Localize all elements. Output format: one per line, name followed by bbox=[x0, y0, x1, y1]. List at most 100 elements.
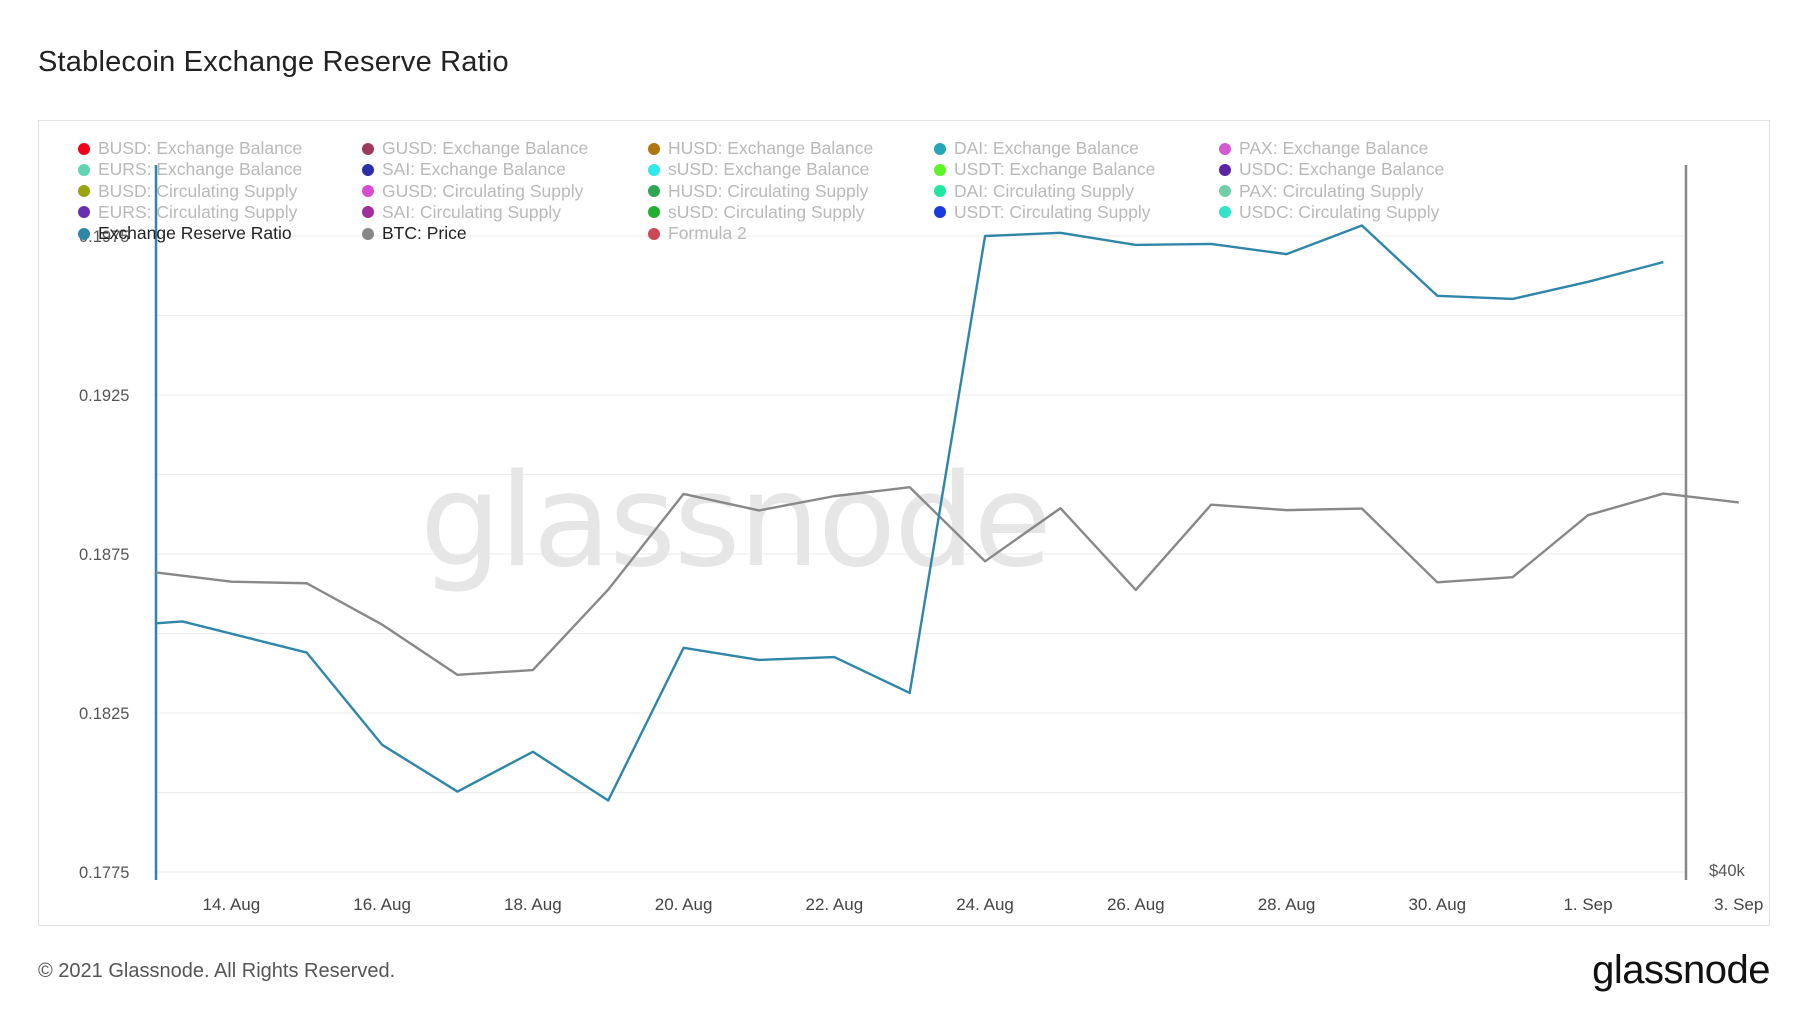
legend-label: USDC: Exchange Balance bbox=[1239, 159, 1445, 180]
watermark: glassnode bbox=[420, 447, 1050, 596]
legend-label: Exchange Reserve Ratio bbox=[98, 223, 292, 244]
x-tick-label: 24. Aug bbox=[956, 895, 1014, 914]
legend-label: BUSD: Circulating Supply bbox=[98, 180, 298, 201]
legend-item[interactable]: HUSD: Exchange Balance bbox=[648, 138, 873, 159]
legend-label: HUSD: Exchange Balance bbox=[668, 138, 874, 158]
legend-label: USDC: Circulating Supply bbox=[1239, 201, 1440, 222]
legend-dot-icon bbox=[934, 163, 946, 176]
legend-item[interactable]: USDC: Exchange Balance bbox=[1219, 159, 1444, 180]
legend-dot-icon bbox=[78, 206, 90, 219]
legend-dot-icon bbox=[1219, 185, 1231, 198]
x-tick-label: 14. Aug bbox=[203, 895, 261, 914]
y-tick-label: 0.1925 bbox=[79, 387, 129, 405]
legend-item[interactable]: HUSD: Circulating Supply bbox=[648, 181, 868, 202]
legend-item[interactable]: USDT: Exchange Balance bbox=[934, 159, 1155, 180]
legend-dot-icon bbox=[1219, 206, 1231, 219]
legend-label: PAX: Exchange Balance bbox=[1239, 138, 1429, 158]
legend-label: PAX: Circulating Supply bbox=[1239, 180, 1424, 201]
chart-panel bbox=[38, 120, 1770, 926]
legend-item[interactable]: sUSD: Exchange Balance bbox=[648, 159, 869, 180]
legend-item[interactable]: EURS: Circulating Supply bbox=[78, 202, 297, 223]
legend-dot-icon bbox=[78, 227, 90, 240]
legend-label: BTC: Price bbox=[382, 223, 467, 244]
legend-item[interactable]: BUSD: Exchange Balance bbox=[78, 138, 302, 159]
legend-dot-icon bbox=[362, 227, 374, 240]
legend-label: EURS: Circulating Supply bbox=[98, 201, 298, 222]
legend-item[interactable]: PAX: Exchange Balance bbox=[1219, 138, 1428, 159]
legend-item[interactable]: USDC: Circulating Supply bbox=[1219, 202, 1439, 223]
x-axis: 14. Aug 16. Aug 18. Aug 20. Aug 22. Aug 24. A… bbox=[203, 895, 1764, 914]
legend-dot-icon bbox=[648, 163, 660, 176]
legend-item[interactable]: PAX: Circulating Supply bbox=[1219, 181, 1424, 202]
x-tick-label: 1. Sep bbox=[1563, 895, 1612, 914]
legend-label: SAI: Circulating Supply bbox=[382, 201, 561, 222]
legend-item[interactable]: Exchange Reserve Ratio bbox=[78, 223, 292, 244]
legend-dot-icon bbox=[648, 206, 660, 219]
series-line-btc-price bbox=[155, 486, 1739, 677]
x-tick-label: 30. Aug bbox=[1408, 895, 1466, 914]
legend-dot-icon bbox=[648, 227, 660, 240]
legend-item[interactable]: sUSD: Circulating Supply bbox=[648, 202, 864, 223]
legend-label: SAI: Exchange Balance bbox=[382, 159, 566, 180]
legend-dot-icon bbox=[78, 163, 90, 176]
y-axis-left: 0.1775 0.1825 0.1875 0.1925 0.1975 bbox=[79, 228, 129, 882]
copyright-text: © 2021 Glassnode. All Rights Reserved. bbox=[38, 960, 396, 982]
legend-dot-icon bbox=[362, 142, 374, 155]
series-line-exchange-reserve-ratio bbox=[155, 224, 1664, 802]
legend-label: USDT: Exchange Balance bbox=[954, 159, 1156, 180]
legend-dot-icon bbox=[78, 142, 90, 155]
legend-label: Formula 2 bbox=[668, 223, 747, 244]
x-tick-label: 18. Aug bbox=[504, 895, 562, 914]
legend-label: sUSD: Exchange Balance bbox=[668, 159, 870, 180]
glassnode-logo: glassnode bbox=[1592, 948, 1770, 992]
legend-dot-icon bbox=[362, 185, 374, 198]
legend-item[interactable]: DAI: Circulating Supply bbox=[934, 181, 1134, 202]
legend-dot-icon bbox=[1219, 142, 1231, 155]
legend-label: GUSD: Exchange Balance bbox=[382, 138, 589, 158]
legend-item[interactable]: SAI: Circulating Supply bbox=[362, 202, 561, 223]
legend-dot-icon bbox=[1219, 163, 1231, 176]
legend-label: sUSD: Circulating Supply bbox=[668, 201, 865, 222]
y-tick-label: 0.1975 bbox=[79, 228, 129, 246]
page-title: Stablecoin Exchange Reserve Ratio bbox=[38, 46, 509, 78]
y-axis-right-tick: $40k bbox=[1709, 862, 1746, 880]
legend-dot-icon bbox=[362, 206, 374, 219]
legend-label: EURS: Exchange Balance bbox=[98, 159, 303, 180]
x-tick-label: 26. Aug bbox=[1107, 895, 1165, 914]
x-tick-label: 20. Aug bbox=[655, 895, 713, 914]
legend-dot-icon bbox=[934, 142, 946, 155]
legend-label: DAI: Exchange Balance bbox=[954, 138, 1139, 158]
legend-dot-icon bbox=[934, 185, 946, 198]
legend-dot-icon bbox=[362, 163, 374, 176]
y-tick-label: 0.1825 bbox=[79, 705, 129, 723]
legend-label: DAI: Circulating Supply bbox=[954, 180, 1134, 201]
legend-dot-icon bbox=[934, 206, 946, 219]
series-layer bbox=[155, 224, 1739, 802]
legend-dot-icon bbox=[648, 142, 660, 155]
legend-dot-icon bbox=[648, 185, 660, 198]
legend: BUSD: Exchange Balance GUSD: Exchange Bal… bbox=[78, 138, 1548, 248]
legend-item[interactable]: Formula 2 bbox=[648, 223, 747, 244]
legend-label: BUSD: Exchange Balance bbox=[98, 138, 303, 158]
legend-item[interactable]: SAI: Exchange Balance bbox=[362, 159, 566, 180]
legend-label: GUSD: Circulating Supply bbox=[382, 180, 584, 201]
x-tick-label: 28. Aug bbox=[1258, 895, 1316, 914]
legend-item[interactable]: GUSD: Exchange Balance bbox=[362, 138, 588, 159]
grid-lines bbox=[156, 235, 1686, 873]
legend-item[interactable]: EURS: Exchange Balance bbox=[78, 159, 302, 180]
legend-label: HUSD: Circulating Supply bbox=[668, 180, 869, 201]
legend-item[interactable]: DAI: Exchange Balance bbox=[934, 138, 1139, 159]
x-tick-label: 16. Aug bbox=[353, 895, 411, 914]
y-tick-label: 0.1775 bbox=[79, 864, 129, 882]
axes bbox=[154, 165, 1688, 880]
legend-label: USDT: Circulating Supply bbox=[954, 201, 1151, 222]
legend-item[interactable]: GUSD: Circulating Supply bbox=[362, 181, 583, 202]
y-tick-label: 0.1875 bbox=[79, 546, 129, 564]
legend-dot-icon bbox=[78, 185, 90, 198]
legend-item[interactable]: BTC: Price bbox=[362, 223, 467, 244]
x-tick-label: 3. Sep bbox=[1714, 895, 1763, 914]
x-tick-label: 22. Aug bbox=[805, 895, 863, 914]
legend-item[interactable]: BUSD: Circulating Supply bbox=[78, 181, 297, 202]
legend-item[interactable]: USDT: Circulating Supply bbox=[934, 202, 1150, 223]
